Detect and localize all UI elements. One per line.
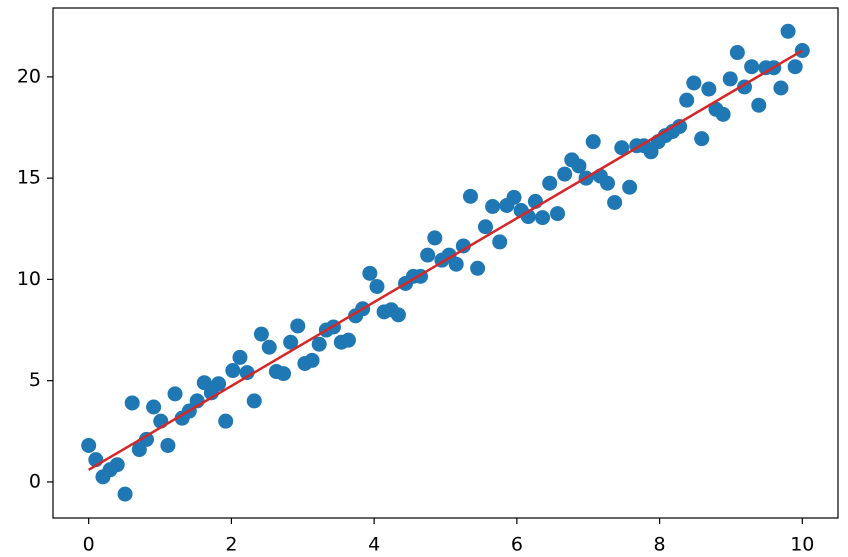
y-tick-label: 20 — [17, 65, 41, 87]
fit-line — [88, 49, 803, 471]
plot-area — [52, 7, 839, 519]
point — [369, 278, 385, 294]
point — [283, 334, 299, 350]
point — [694, 131, 710, 147]
point — [672, 118, 688, 134]
point — [686, 75, 702, 91]
point — [679, 92, 695, 108]
point — [492, 234, 508, 250]
point — [311, 336, 327, 352]
point — [571, 158, 587, 174]
point — [211, 376, 227, 392]
point — [542, 175, 558, 191]
point — [744, 59, 760, 75]
y-tick-label: 15 — [17, 167, 41, 189]
x-tick-label: 8 — [654, 534, 666, 556]
point — [485, 198, 501, 214]
point — [607, 194, 623, 210]
point — [160, 437, 176, 453]
point — [557, 166, 573, 182]
point — [218, 413, 234, 429]
point — [787, 59, 803, 75]
point — [239, 365, 255, 381]
point — [290, 318, 306, 334]
point — [340, 332, 356, 348]
point — [81, 437, 97, 453]
point — [477, 219, 493, 235]
y-tick-label: 5 — [29, 369, 41, 391]
point — [390, 307, 406, 323]
x-tick-label: 10 — [790, 534, 814, 556]
point — [585, 134, 601, 150]
point — [780, 23, 796, 39]
point — [420, 247, 436, 263]
point — [427, 230, 443, 246]
point — [701, 81, 717, 97]
x-tick-label: 2 — [225, 534, 237, 556]
point — [722, 71, 738, 87]
point — [455, 238, 471, 254]
point — [276, 366, 292, 382]
point — [246, 393, 262, 409]
point — [462, 188, 478, 204]
point — [729, 45, 745, 61]
point — [225, 363, 241, 379]
point — [167, 386, 183, 402]
point — [599, 175, 615, 191]
point — [751, 97, 767, 113]
point — [550, 206, 566, 222]
point — [715, 106, 731, 122]
x-tick-label: 4 — [368, 534, 380, 556]
point — [124, 395, 140, 411]
point — [232, 349, 248, 365]
x-tick-label: 0 — [83, 534, 95, 556]
point — [304, 352, 320, 368]
point — [109, 457, 125, 473]
x-tick-label: 6 — [511, 534, 523, 556]
point — [773, 80, 789, 96]
point — [138, 431, 154, 447]
point — [470, 260, 486, 276]
point — [506, 189, 522, 205]
y-tick-label: 10 — [17, 268, 41, 290]
point — [622, 179, 638, 195]
point — [448, 256, 464, 272]
point — [535, 210, 551, 226]
y-tick-label: 0 — [29, 470, 41, 492]
point — [146, 399, 162, 415]
point — [253, 326, 269, 342]
point — [362, 265, 378, 281]
point — [261, 339, 277, 355]
point — [614, 140, 630, 156]
point — [117, 486, 133, 502]
